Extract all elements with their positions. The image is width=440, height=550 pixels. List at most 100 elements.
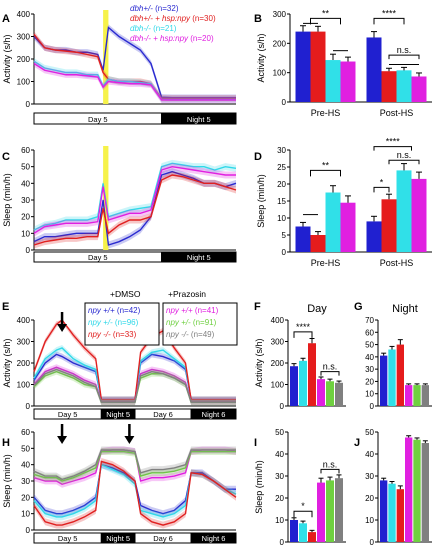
B-bar: [396, 70, 412, 102]
B-bar: [295, 31, 311, 103]
D-sig-0-label: **: [322, 160, 330, 170]
I-bar: [308, 532, 316, 542]
C-y-tick-label: 50: [21, 163, 30, 172]
J-y-tick-label: 10: [365, 516, 374, 525]
F-bar: [326, 381, 334, 406]
D-sig-3-bracket: [388, 159, 420, 165]
F-title: Day: [307, 303, 327, 315]
D-y-tick-label: 10: [277, 214, 286, 223]
A-legend-n: (n=32): [155, 4, 179, 13]
C-y-tick-label: 40: [21, 179, 30, 188]
A-panel-letter: A: [2, 13, 10, 25]
E-header-dmso: +DMSO: [110, 289, 141, 299]
E-legend-n: (n=49): [191, 330, 215, 339]
B-y-tick-label: 100: [273, 69, 287, 78]
D-sig-2-bracket: [373, 146, 412, 151]
E-legend-entry: npy -/- (n=49): [166, 330, 215, 339]
C-y-label: Sleep (min/h): [2, 173, 12, 227]
H-light-bar-label: Night 5: [106, 534, 130, 543]
D-sig-0-bracket: [310, 169, 341, 177]
D-sig-3-label: n.s.: [397, 150, 412, 160]
E-y-label: Activity (s/h): [2, 338, 12, 387]
E-y-tick-label: 300: [17, 338, 31, 347]
H-series-5-error-band: [34, 446, 236, 483]
F-y-tick-label: 200: [271, 359, 285, 368]
I-y-label: Sleep (min/h): [254, 460, 264, 514]
B-y-tick-label: 200: [273, 39, 287, 48]
A-y-tick-label: 200: [17, 55, 31, 64]
A-legend-entry: dbh+/- (n=32): [130, 4, 179, 13]
J-y-tick-label: 30: [365, 472, 374, 481]
E-panel-letter: E: [2, 301, 9, 313]
B-sig-0-bracket: [310, 17, 341, 25]
I-bar: [299, 523, 307, 542]
D-y-tick-label: 25: [277, 163, 286, 172]
I-y-tick-label: 20: [275, 494, 284, 503]
E-light-bar-label: Night 6: [202, 410, 226, 419]
C-series-3-line: [33, 165, 236, 234]
C-y-tick-label: 30: [21, 196, 30, 205]
A-y-tick-label: 100: [17, 78, 31, 87]
C-y-tick-label: 60: [21, 146, 30, 155]
E-legend-entry: npy +/+ (n=42): [88, 306, 141, 315]
B-group-label: Post-HS: [380, 108, 414, 118]
H-y-tick-label: 0: [26, 526, 31, 535]
G-y-tick-label: 40: [365, 353, 374, 362]
G-y-tick-label: 10: [365, 390, 374, 399]
F-sig-0-bracket: [293, 331, 313, 338]
H-arrow-0-head: [57, 436, 68, 444]
B-sig-2-label: n.s.: [397, 45, 412, 55]
F-panel-letter: F: [254, 301, 261, 313]
B-bar: [325, 60, 341, 102]
H-y-label: Sleep (min/h): [2, 454, 12, 508]
B-panel-letter: B: [254, 13, 262, 25]
C-series-2-error-band: [34, 159, 236, 234]
B-sig-2-bracket: [388, 54, 420, 60]
A-series-3-error-band: [34, 60, 236, 104]
D-sig-2-label: ****: [386, 137, 401, 147]
G-bar: [405, 385, 413, 406]
F-bar: [299, 360, 307, 406]
B-sig-0-label: **: [322, 8, 330, 18]
I-bar: [317, 482, 325, 542]
B-sig-1-bracket: [373, 17, 405, 25]
H-y-tick-label: 20: [21, 493, 30, 502]
D-group-label: Pre-HS: [311, 258, 341, 268]
I-sig-0-label: *: [301, 501, 305, 511]
F-y-tick-label: 400: [271, 316, 285, 325]
D-bar: [366, 221, 382, 252]
H-y-tick-label: 40: [21, 461, 30, 470]
H-y-tick-label: 60: [21, 428, 30, 437]
G-y-tick-label: 20: [365, 377, 374, 386]
E-light-bar-label: Night 5: [106, 410, 130, 419]
C-panel-letter: C: [2, 151, 10, 163]
E-series-1-error-band: [34, 344, 236, 403]
E-y-tick-label: 0: [26, 402, 31, 411]
J-y-tick-label: 40: [365, 450, 374, 459]
D-sig-1-label: *: [380, 177, 384, 187]
H-y-tick-label: 10: [21, 510, 30, 519]
H-light-bar-label: Day 5: [58, 534, 78, 543]
A-legend-n: (n=20): [190, 34, 214, 43]
A-series-3-line: [33, 62, 236, 101]
J-y-tick-label: 50: [365, 428, 374, 437]
F-y-tick-label: 100: [271, 381, 285, 390]
C-light-bar-1: [161, 251, 237, 263]
C-y-tick-label: 20: [21, 213, 30, 222]
G-title: Night: [392, 303, 418, 315]
B-bar: [366, 37, 382, 102]
E-header-prazosin: +Prazosin: [168, 289, 206, 299]
A-heat-shock-band: [103, 10, 109, 104]
D-group-label: Post-HS: [380, 258, 414, 268]
J-bar: [405, 437, 413, 542]
I-y-tick-label: 50: [275, 428, 284, 437]
F-bar: [308, 343, 316, 406]
A-light-bar-label: Day 5: [88, 115, 108, 124]
E-y-tick-label: 100: [17, 381, 31, 390]
H-series-5-line: [33, 449, 236, 481]
D-bar: [411, 178, 427, 252]
I-sig-0-bracket: [293, 510, 313, 518]
G-y-tick-label: 50: [365, 341, 374, 350]
D-bar: [310, 235, 326, 252]
F-sig-0-label: ****: [296, 322, 311, 332]
